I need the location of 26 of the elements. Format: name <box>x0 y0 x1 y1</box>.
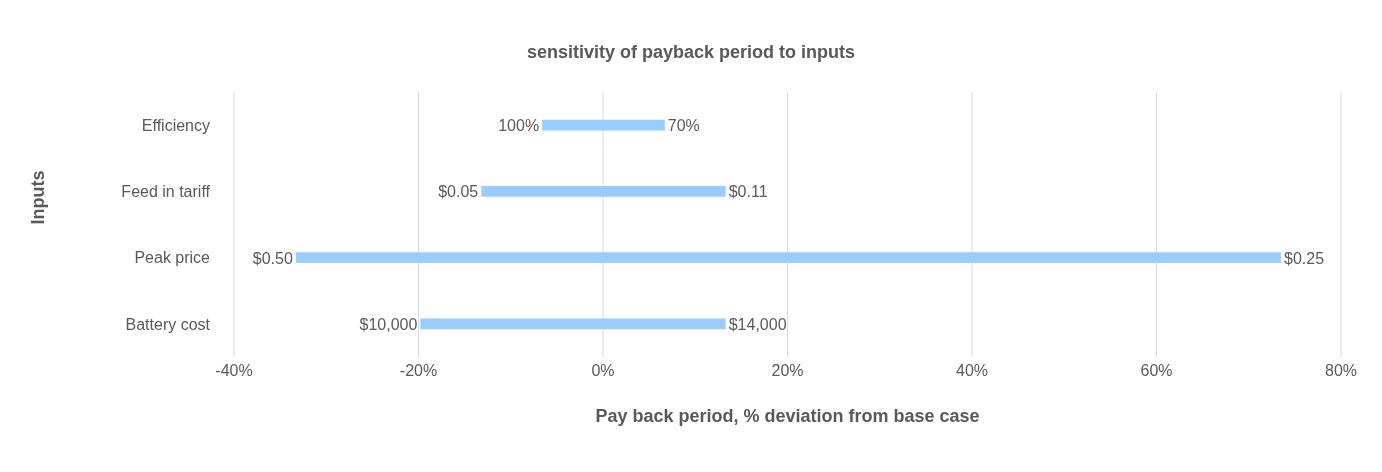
x-axis-title: Pay back period, % deviation from base case <box>595 406 980 426</box>
bar <box>295 252 1282 263</box>
annotation: $0.25 <box>1284 249 1325 267</box>
x-tick-label: -20% <box>399 362 438 380</box>
annotation: $14,000 <box>728 315 787 333</box>
bar <box>420 318 726 330</box>
x-tick-label: 20% <box>771 362 804 380</box>
chart-title: sensitivity of payback period to inputs <box>525 42 857 63</box>
x-tick-label: 80% <box>1324 362 1358 380</box>
y-tick-label: Efficiency <box>141 116 210 134</box>
y-tick-label: Feed in tariff <box>121 183 211 201</box>
x-tick-label: -40% <box>215 362 253 380</box>
annotation: $0.11 <box>728 183 768 201</box>
bar <box>542 119 665 131</box>
annotation: $10,000 <box>359 315 418 333</box>
y-axis-title: Inputs <box>28 170 49 225</box>
bar <box>481 186 726 197</box>
x-tick-label: 0% <box>591 362 615 380</box>
y-tick-label: Battery cost <box>125 315 211 333</box>
annotation: $0.50 <box>252 249 293 267</box>
annotation: 70% <box>667 117 700 135</box>
annotation: $0.05 <box>438 183 479 201</box>
x-tick-label: 60% <box>1140 362 1173 380</box>
x-tick-label: 40% <box>955 362 989 380</box>
y-tick-label: Peak price <box>134 249 211 267</box>
annotation: 100% <box>498 117 540 135</box>
